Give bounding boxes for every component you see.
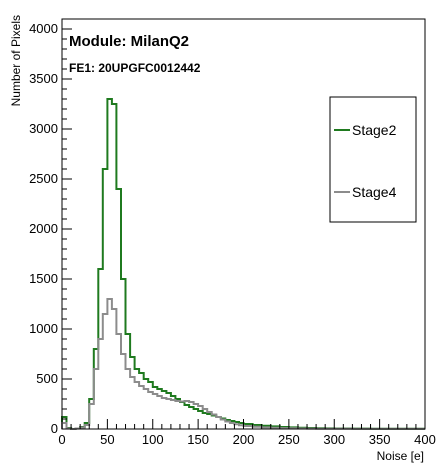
x-tick-label: 250 <box>278 432 300 447</box>
x-tick-label: 50 <box>100 432 114 447</box>
y-axis-title: Number of Pixels <box>9 15 23 106</box>
x-tick-label: 100 <box>142 432 164 447</box>
y-tick-label: 3500 <box>29 71 58 86</box>
x-tick-label: 0 <box>58 432 65 447</box>
y-tick-label: 1500 <box>29 271 58 286</box>
legend-label-stage4: Stage4 <box>352 184 397 200</box>
annotation-module: Module: MilanQ2 <box>69 33 189 50</box>
y-tick-label: 500 <box>36 371 58 386</box>
y-tick-label: 2500 <box>29 171 58 186</box>
y-tick-label: 1000 <box>29 321 58 336</box>
y-tick-label: 0 <box>51 421 58 436</box>
y-tick-label: 3000 <box>29 121 58 136</box>
x-tick-label: 400 <box>414 432 436 447</box>
y-tick-label: 2000 <box>29 221 58 236</box>
x-tick-label: 150 <box>187 432 209 447</box>
axes: 0 50 100 150 200 250 300 350 4000500100015002000… <box>29 21 436 447</box>
x-tick-label: 300 <box>323 432 345 447</box>
legend-label-stage2: Stage2 <box>352 122 397 138</box>
y-tick-label: 4000 <box>29 21 58 36</box>
x-axis-title: Noise [e] <box>377 449 424 463</box>
x-tick-label: 350 <box>369 432 391 447</box>
legend: Stage2 Stage4 <box>329 96 417 223</box>
x-tick-label: 200 <box>233 432 255 447</box>
annotation-fe: FE1: 20UPGFC0012442 <box>69 61 201 75</box>
legend-box <box>329 96 417 223</box>
